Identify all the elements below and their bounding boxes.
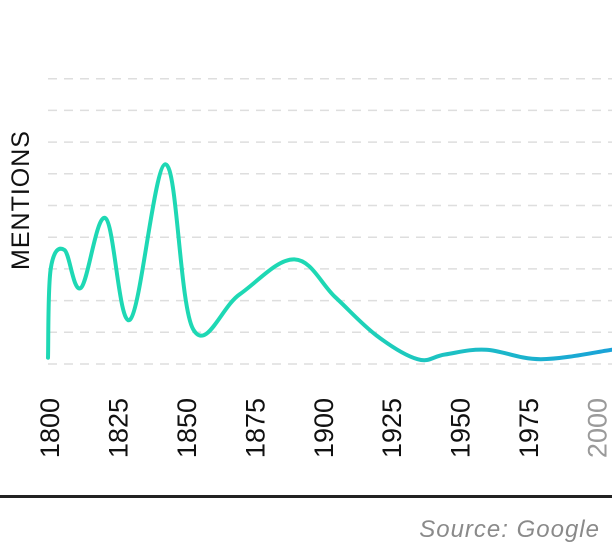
x-tick-label: 1950 [446,398,476,458]
x-axis-ticks: 1800 1825 1850 1875 1900 1925 1950 1975 2000 [35,398,612,458]
x-tick-label: 1925 [377,398,407,458]
source-note: Source: Google [419,516,600,543]
x-tick-label: 1900 [309,398,339,458]
x-tick-label: 2000 [583,398,612,458]
x-tick-label: 1825 [103,398,133,458]
x-tick-label: 1975 [514,398,544,458]
x-tick-label: 1875 [240,398,270,458]
y-axis-label: MENTIONS [7,130,35,270]
x-tick-label: 1850 [172,398,202,458]
x-tick-label: 1800 [35,398,65,458]
bottom-rule [0,495,612,498]
series-line [46,162,612,363]
gridlines [48,77,612,365]
